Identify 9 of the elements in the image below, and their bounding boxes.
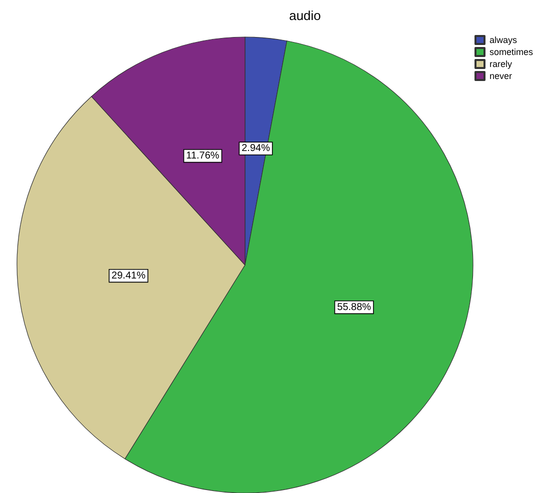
data-label: 55.88% (337, 302, 372, 313)
data-label: 11.76% (186, 150, 220, 162)
legend-label: sometimes (489, 47, 534, 57)
chart-title: audio (289, 8, 321, 23)
data-label: 29.41% (112, 270, 146, 282)
legend-label: never (489, 71, 512, 81)
legend-label: always (489, 35, 518, 45)
data-label: 2.94% (242, 143, 270, 154)
legend-label: rarely (489, 59, 512, 69)
